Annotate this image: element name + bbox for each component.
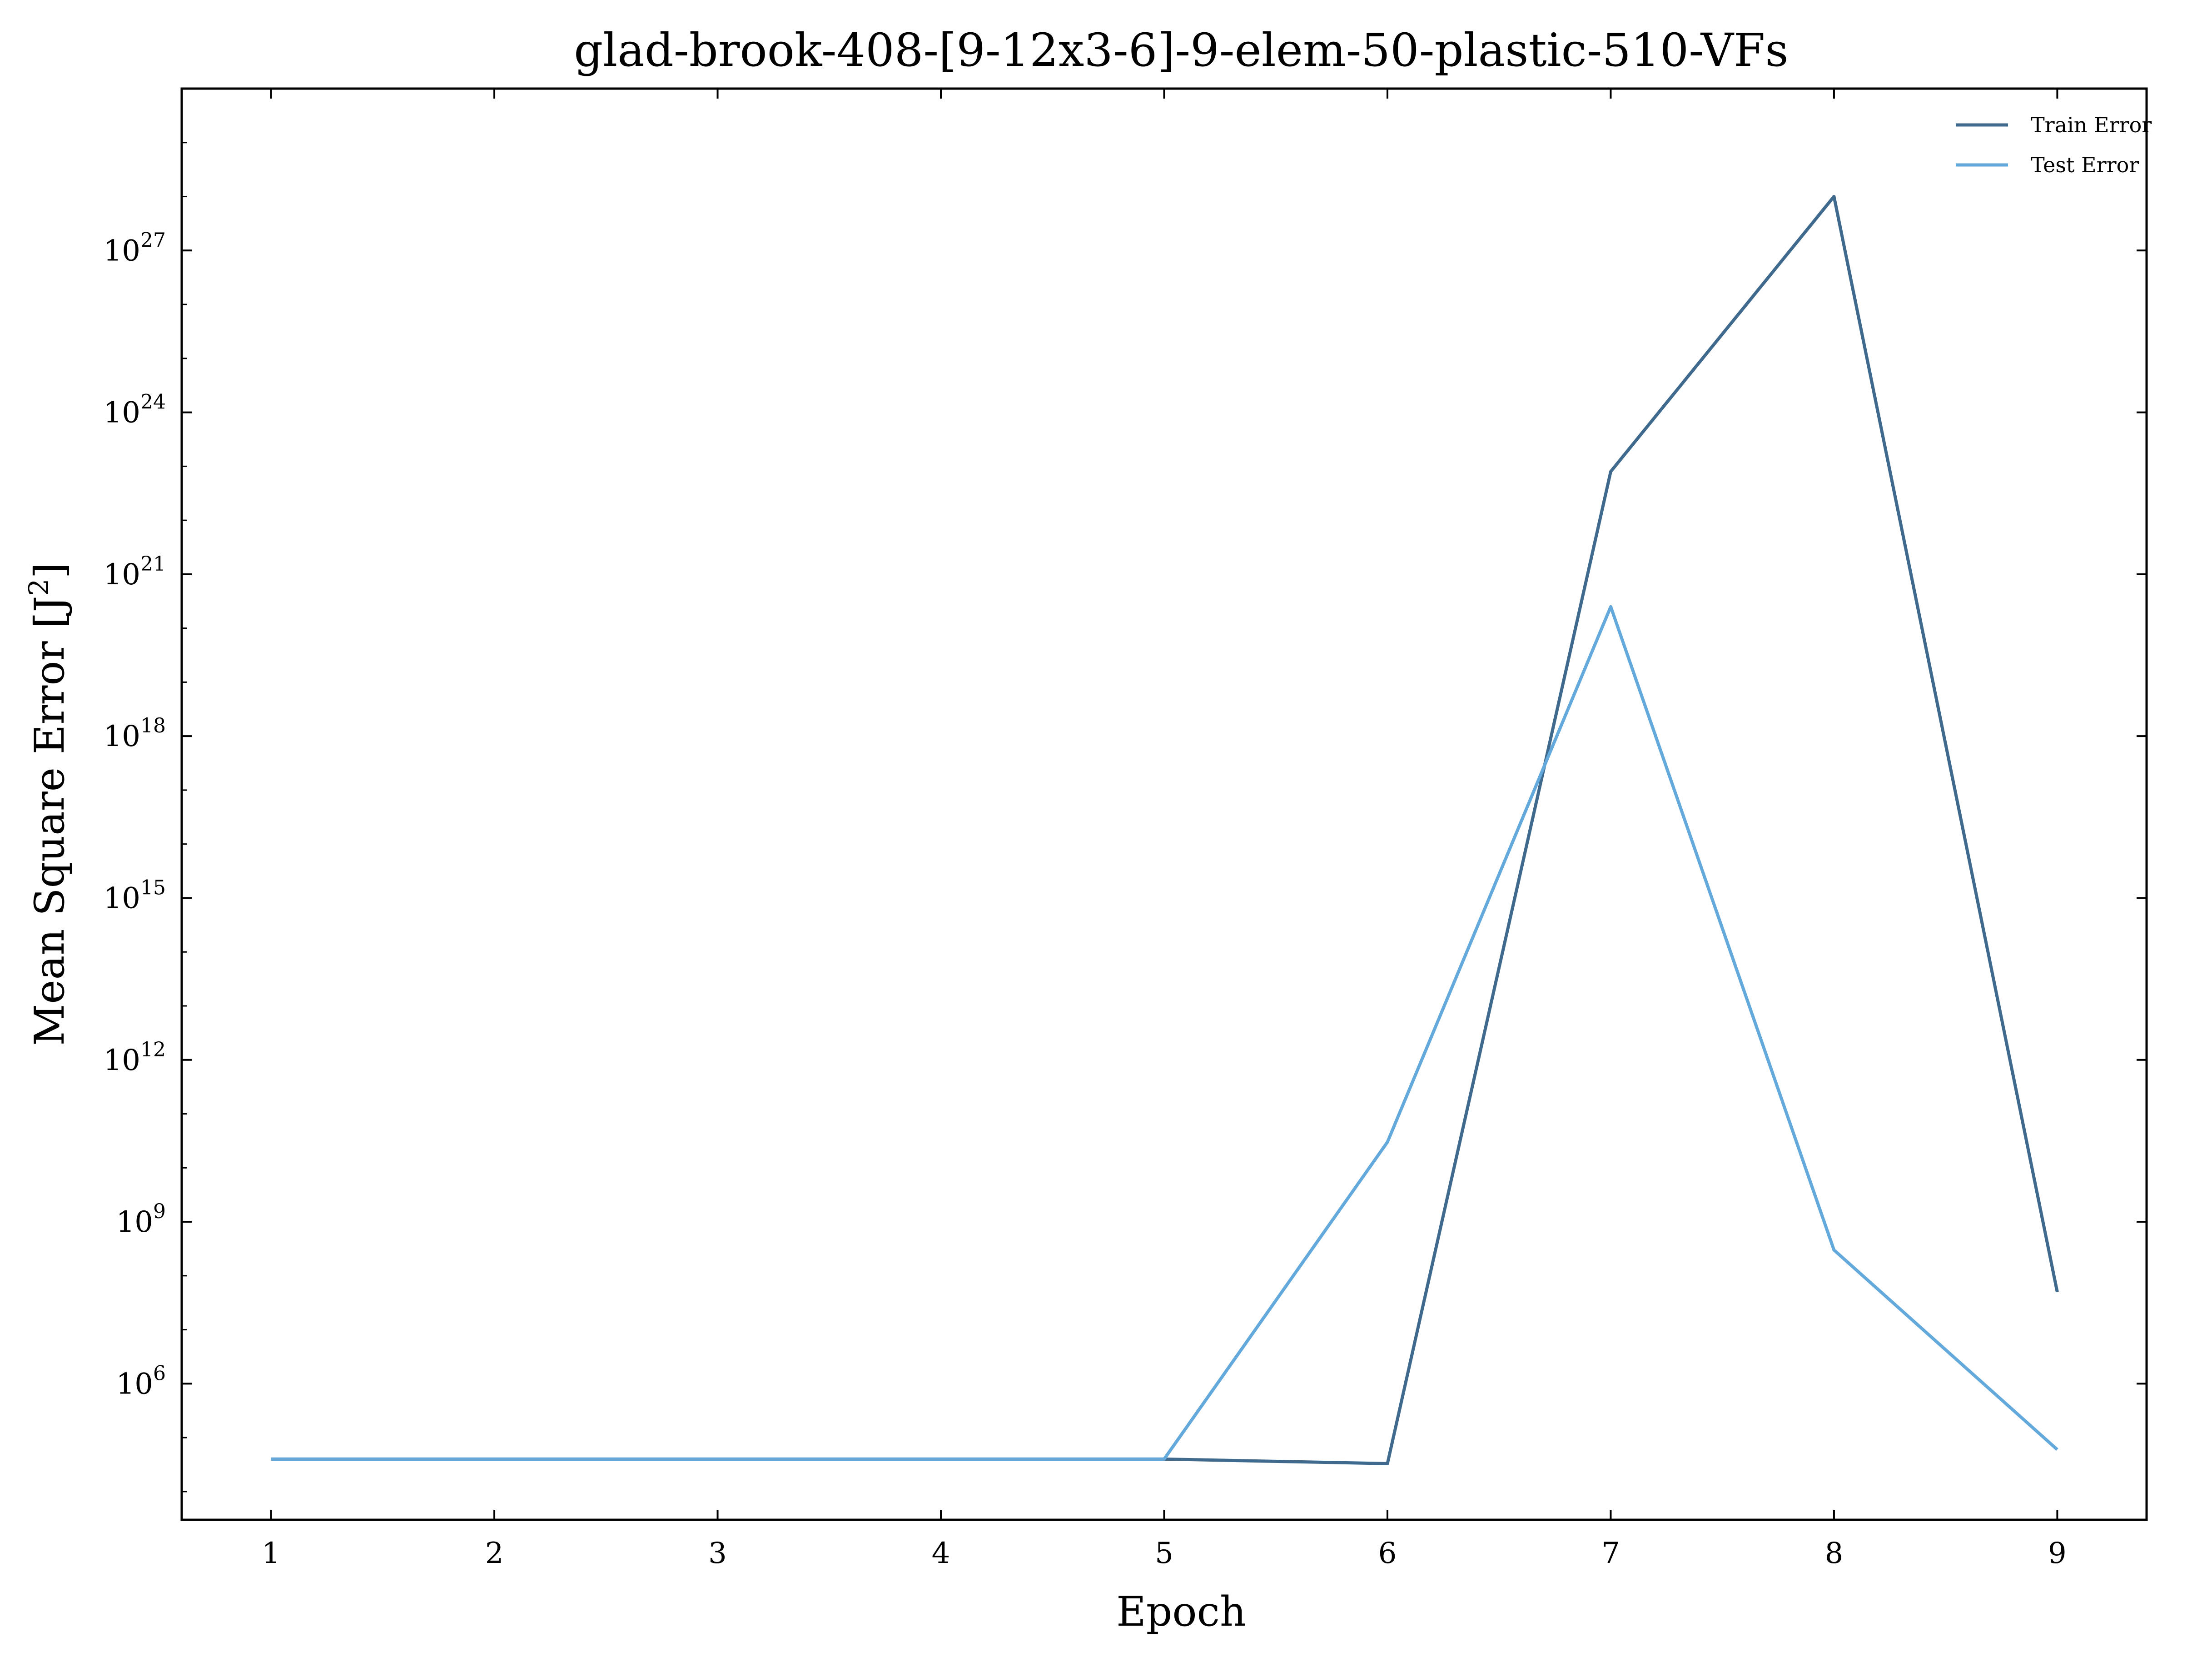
x-tick-label: 5 <box>1155 1537 1173 1570</box>
series-lines <box>271 195 2059 1465</box>
legend-label: Test Error <box>2031 153 2139 177</box>
y-tick-label: 106 <box>116 1362 166 1401</box>
legend: Train Error Test Error <box>1956 113 2152 177</box>
y-tick-label: 1018 <box>104 714 166 753</box>
plot-frame <box>180 87 2148 1521</box>
y-tick-label: 1024 <box>104 391 166 430</box>
legend-label: Train Error <box>2031 113 2152 137</box>
x-axis-label: Epoch <box>1116 1588 1246 1636</box>
y-tick-label: 1027 <box>104 229 166 268</box>
y-tick-label: 109 <box>116 1200 166 1239</box>
y-axis-label: Mean Square Error [J2] <box>23 562 74 1046</box>
y-tick-label: 1012 <box>104 1038 166 1077</box>
x-tick-label: 4 <box>932 1537 950 1570</box>
y-axis-ticks: 106 109 1012 1015 1018 1021 1024 1027 <box>104 88 2147 1493</box>
x-tick-label: 1 <box>262 1537 280 1570</box>
x-tick-label: 8 <box>1825 1537 1844 1570</box>
x-tick-label: 2 <box>485 1537 504 1570</box>
y-axis-label-tail: ] <box>26 562 74 578</box>
x-tick-label: 3 <box>708 1537 727 1570</box>
series-line-train-error <box>271 195 2059 1465</box>
y-tick-label: 1021 <box>104 552 166 592</box>
y-axis-label-superscript: 2 <box>23 578 55 596</box>
y-axis-label-main: Mean Square Error [J <box>26 596 74 1046</box>
series-line-test-error <box>271 605 2058 1461</box>
x-axis-ticks: 1 2 3 4 5 6 7 8 9 <box>262 89 2067 1570</box>
x-tick-label: 7 <box>1601 1537 1620 1570</box>
x-tick-label: 6 <box>1378 1537 1397 1570</box>
x-tick-label: 9 <box>2048 1537 2067 1570</box>
y-tick-label: 1015 <box>104 876 166 915</box>
chart-title: glad-brook-408-[9-12x3-6]-9-elem-50-plas… <box>574 24 1788 77</box>
